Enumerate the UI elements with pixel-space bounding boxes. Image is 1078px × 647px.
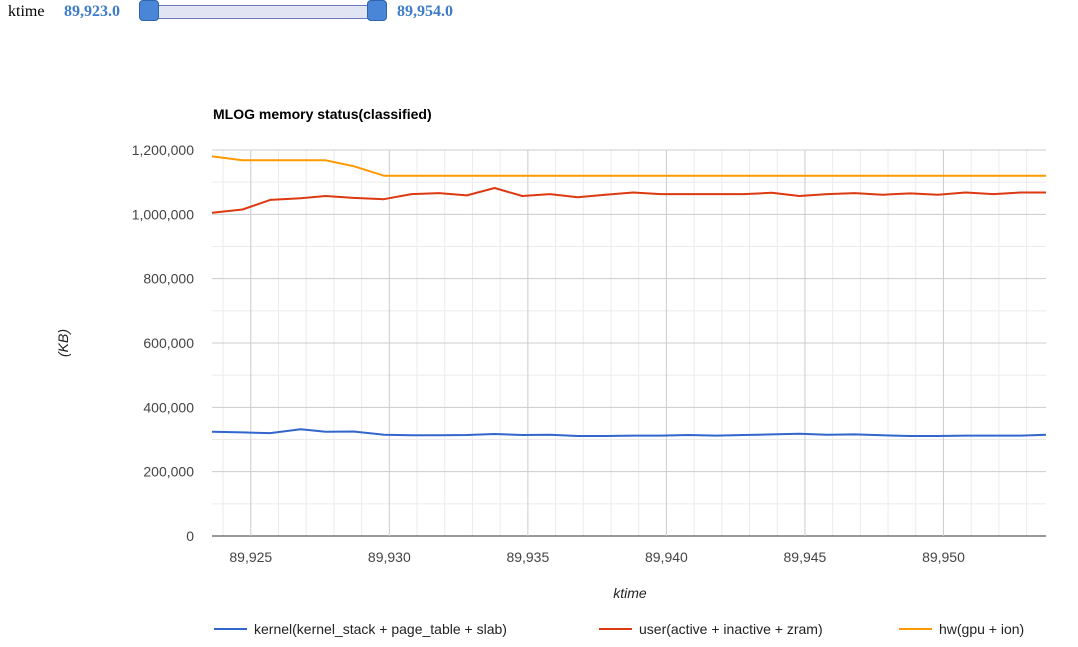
legend-label: user(active + inactive + zram) — [639, 621, 823, 637]
range-filter-label: ktime — [8, 3, 45, 20]
series-kernel-line — [211, 428, 1047, 437]
x-tick-label: 89,925 — [229, 549, 272, 565]
y-tick-label: 1,200,000 — [132, 142, 194, 158]
series-user-line — [211, 187, 1046, 214]
range-filter-min-value: 89,923.0 — [64, 3, 120, 20]
x-axis-ticks: 89,925 89,930 89,935 89,940 89,945 89,950 — [229, 549, 965, 565]
y-tick-label: 800,000 — [143, 271, 194, 287]
range-filter-max-value: 89,954.0 — [397, 3, 453, 20]
range-filter-max-handle[interactable] — [367, 0, 387, 21]
chart-title: MLOG memory status(classified) — [213, 106, 432, 122]
legend-item-kernel[interactable]: kernel(kernel_stack + page_table + slab) — [214, 621, 507, 637]
y-tick-label: 200,000 — [143, 464, 194, 480]
legend: kernel(kernel_stack + page_table + slab)… — [214, 621, 1024, 637]
y-tick-label: 1,000,000 — [132, 206, 194, 222]
range-filter-min-handle[interactable] — [139, 0, 159, 21]
series-hw-line — [211, 155, 1046, 177]
legend-label: kernel(kernel_stack + page_table + slab) — [254, 621, 507, 637]
x-tick-label: 89,935 — [506, 549, 549, 565]
x-tick-label: 89,945 — [784, 549, 827, 565]
y-axis-title: (KB) — [55, 329, 71, 357]
legend-item-user[interactable]: user(active + inactive + zram) — [599, 621, 823, 637]
y-tick-label: 600,000 — [143, 335, 194, 351]
range-filter: ktime 89,923.0 89,954.0 — [0, 0, 520, 26]
x-tick-label: 89,940 — [645, 549, 688, 565]
legend-label: hw(gpu + ion) — [939, 621, 1024, 637]
x-tick-label: 89,950 — [922, 549, 965, 565]
legend-item-hw[interactable]: hw(gpu + ion) — [899, 621, 1024, 637]
y-tick-label: 0 — [186, 528, 194, 544]
y-tick-label: 400,000 — [143, 399, 194, 415]
grid — [212, 149, 1046, 537]
x-tick-label: 89,930 — [368, 549, 411, 565]
y-axis-ticks: 0 200,000 400,000 600,000 800,000 1,000,000 1,… — [132, 142, 195, 544]
series-lines — [211, 155, 1047, 437]
x-axis-title: ktime — [613, 585, 647, 601]
